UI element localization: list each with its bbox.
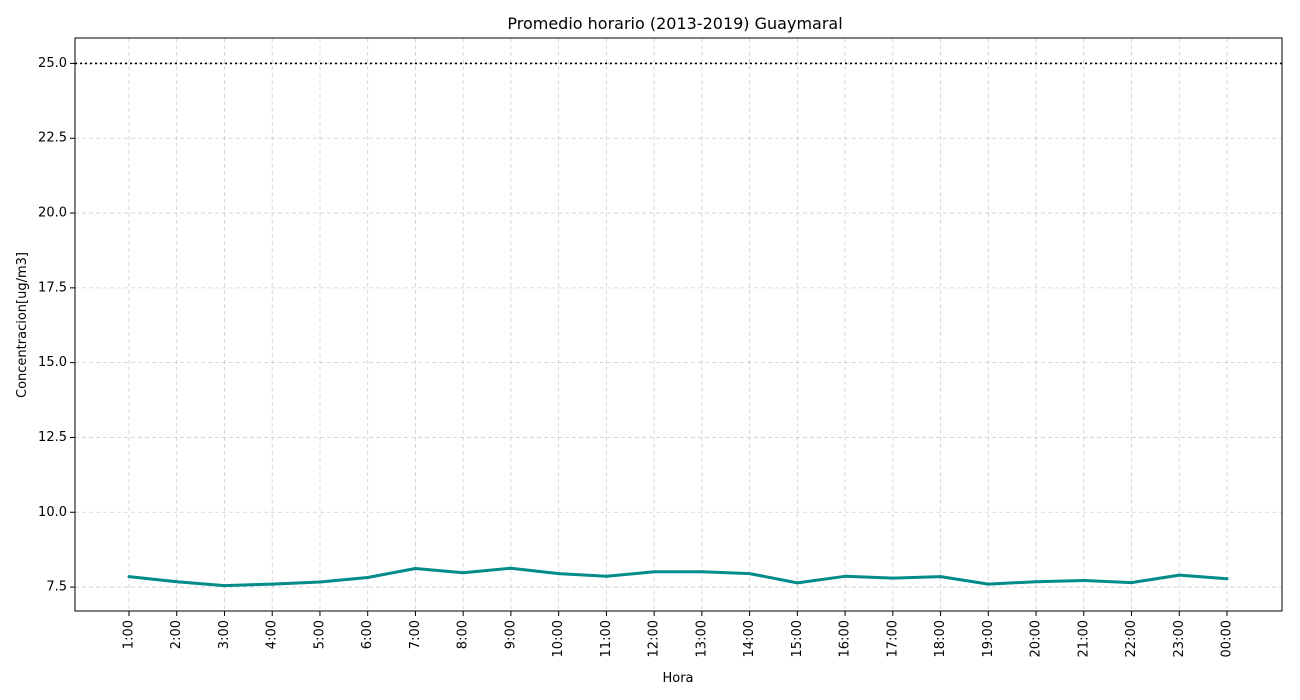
series-line xyxy=(128,566,1228,588)
data-point xyxy=(1082,578,1086,582)
data-point xyxy=(270,582,274,586)
x-tick-label: 18:00 xyxy=(933,620,948,657)
x-tick-label: 13:00 xyxy=(694,620,709,657)
y-tick-label: 10.0 xyxy=(38,505,67,520)
data-point xyxy=(1225,577,1229,581)
data-point xyxy=(461,571,465,575)
data-point xyxy=(748,572,752,576)
y-tick-label: 15.0 xyxy=(38,355,67,370)
y-tick-label: 7.5 xyxy=(46,580,67,595)
x-tick-label: 22:00 xyxy=(1124,620,1139,657)
x-tick-label: 1:00 xyxy=(122,620,137,649)
grid xyxy=(75,38,1282,611)
y-tick-label: 25.0 xyxy=(38,56,67,71)
data-point xyxy=(557,572,561,576)
x-tick-label: 21:00 xyxy=(1076,620,1091,657)
data-point xyxy=(604,574,608,578)
x-axis-label: Hora xyxy=(662,671,693,686)
y-tick-label: 22.5 xyxy=(38,131,67,146)
x-tick-label: 17:00 xyxy=(885,620,900,657)
data-point xyxy=(509,566,513,570)
x-tick-label: 12:00 xyxy=(647,620,662,657)
x-tick-label: 16:00 xyxy=(838,620,853,657)
data-point xyxy=(1130,581,1134,585)
x-tick-label: 8:00 xyxy=(456,620,471,649)
x-tick-label: 5:00 xyxy=(312,620,327,649)
data-point xyxy=(175,580,179,584)
data-point xyxy=(366,575,370,579)
data-point xyxy=(127,575,131,579)
x-tick-label: 11:00 xyxy=(599,620,614,657)
x-tick-label: 23:00 xyxy=(1172,620,1187,657)
data-point xyxy=(795,581,799,585)
x-tick-label: 00:00 xyxy=(1220,620,1235,657)
data-point xyxy=(413,567,417,571)
chart-title: Promedio horario (2013-2019) Guaymaral xyxy=(507,14,842,33)
y-tick-label: 20.0 xyxy=(38,206,67,221)
x-tick-label: 19:00 xyxy=(981,620,996,657)
x-tick-label: 15:00 xyxy=(790,620,805,657)
x-tick-label: 4:00 xyxy=(265,620,280,649)
plot-frame xyxy=(74,37,1283,612)
data-point xyxy=(222,584,226,588)
x-tick-label: 7:00 xyxy=(408,620,423,649)
x-tick-label: 3:00 xyxy=(217,620,232,649)
x-tick-label: 6:00 xyxy=(360,620,375,649)
data-point xyxy=(318,580,322,584)
data-point xyxy=(700,570,704,574)
y-axis: 7.5 10.0 12.5 15.0 17.5 20.0 22.5 25.0 xyxy=(38,56,75,595)
x-tick-label: 9:00 xyxy=(503,620,518,649)
x-tick-label: 20:00 xyxy=(1029,620,1044,657)
x-tick-label: 14:00 xyxy=(742,620,757,657)
series-group xyxy=(127,566,1229,588)
x-axis: 1:00 2:00 3:00 4:00 5:00 6:00 7:00 8:00 9:00 10:0… xyxy=(122,611,1235,657)
data-point xyxy=(891,576,895,580)
y-tick-label: 17.5 xyxy=(38,280,67,295)
y-axis-label: Concentracion[ug/m3] xyxy=(15,252,30,398)
data-point xyxy=(1034,580,1038,584)
data-point xyxy=(939,575,943,579)
x-tick-label: 10:00 xyxy=(551,620,566,657)
data-point xyxy=(1177,573,1181,577)
data-point xyxy=(843,574,847,578)
x-tick-label: 2:00 xyxy=(169,620,184,649)
data-point xyxy=(986,582,990,586)
data-point xyxy=(652,570,656,574)
y-tick-label: 12.5 xyxy=(38,430,67,445)
